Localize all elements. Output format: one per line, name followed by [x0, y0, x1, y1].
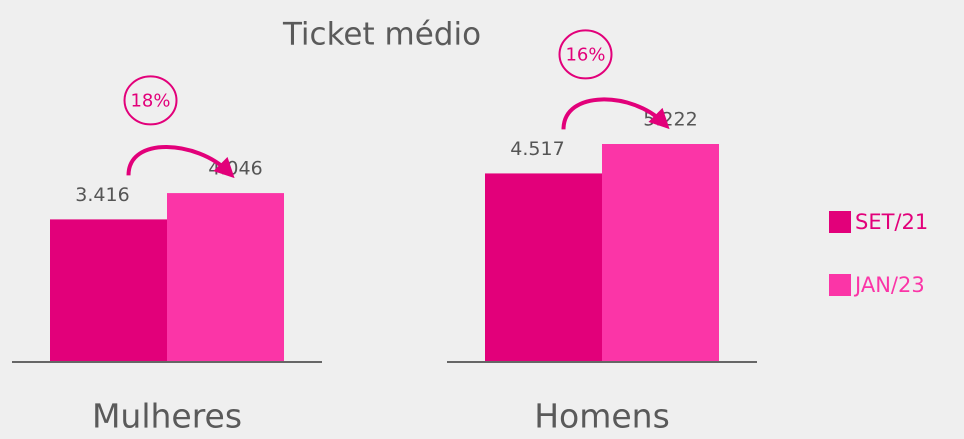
growth-badge	[558, 29, 613, 80]
bar	[485, 173, 602, 362]
legend-swatch	[829, 274, 851, 296]
x-tick-label: Mulheres	[92, 397, 242, 436]
growth-badge	[123, 75, 178, 126]
growth-arrow	[126, 145, 235, 179]
growth-label: 16%	[565, 44, 605, 65]
legend-swatch	[829, 211, 851, 233]
x-tick-label: Homens	[534, 397, 670, 436]
bar	[167, 193, 284, 362]
value-label: 3.416	[75, 184, 129, 206]
value-label: 4.517	[510, 138, 564, 160]
legend-label: JAN/23	[853, 273, 925, 297]
growth-arrow	[561, 97, 670, 130]
bar	[50, 219, 167, 362]
growth-label: 18%	[130, 90, 170, 111]
legend-label: SET/21	[855, 210, 928, 234]
bar	[602, 144, 719, 362]
chart-title: Ticket médio	[282, 17, 481, 53]
